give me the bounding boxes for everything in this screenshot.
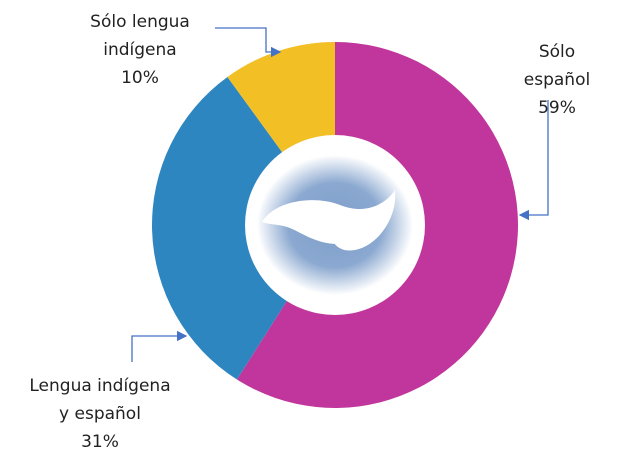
slice-label: Lengua indígena y español 31%	[29, 372, 170, 451]
leader-line	[518, 100, 549, 221]
donut-slice	[236, 42, 518, 408]
slice-label: Sólo lengua indígena 10%	[90, 8, 190, 92]
value-label: 59%	[538, 98, 576, 118]
category-label: Lengua indígena y español	[29, 376, 171, 424]
leader-line	[215, 27, 282, 58]
slice-label: Sólo español 59%	[521, 38, 593, 122]
category-label: Sólo español	[523, 42, 591, 90]
donut-slice	[227, 42, 335, 154]
donut-slice	[151, 76, 288, 380]
value-label: 10%	[121, 68, 159, 88]
leader-line	[131, 330, 188, 362]
category-label: Sólo lengua indígena	[90, 12, 190, 60]
value-label: 31%	[81, 432, 119, 451]
leader-lines	[131, 27, 549, 362]
center-icon	[262, 190, 396, 251]
